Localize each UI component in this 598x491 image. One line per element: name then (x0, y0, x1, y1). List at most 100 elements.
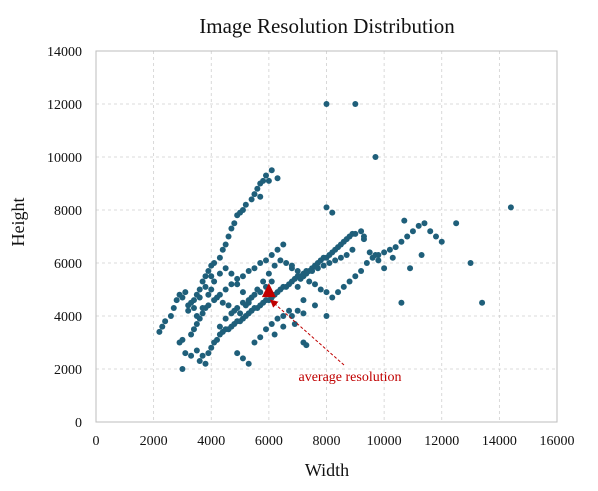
data-point (268, 167, 275, 174)
data-point (300, 310, 307, 317)
data-point (193, 320, 200, 327)
average-marker (261, 283, 276, 298)
data-point (389, 254, 396, 261)
data-point (228, 281, 235, 288)
data-point (274, 246, 281, 253)
data-point (323, 313, 330, 319)
data-point (343, 252, 350, 259)
data-point (211, 297, 218, 304)
data-point (193, 347, 200, 354)
data-point (176, 339, 183, 346)
data-point (260, 278, 267, 285)
data-point (323, 289, 330, 296)
x-tick-label: 0 (93, 434, 100, 449)
data-point (268, 252, 275, 259)
data-point (245, 360, 252, 367)
data-point (265, 270, 272, 277)
data-point (173, 297, 180, 304)
data-point (216, 254, 223, 261)
data-point (303, 342, 310, 349)
x-axis-ticks: 0 2000 4000 6000 8000 10000 12000 14000 16000 (93, 434, 575, 449)
data-point (167, 313, 174, 319)
data-point (219, 246, 226, 253)
data-point (182, 289, 189, 296)
data-point (231, 220, 238, 227)
data-point (156, 328, 163, 335)
data-point (234, 275, 241, 282)
data-point (179, 294, 186, 301)
data-point (467, 260, 474, 266)
data-point (360, 236, 367, 243)
x-tick-label: 6000 (255, 434, 283, 449)
data-point (245, 299, 252, 306)
data-point (303, 270, 310, 277)
data-point (392, 244, 399, 251)
data-point (222, 241, 229, 248)
data-point (311, 281, 318, 288)
data-point (349, 246, 356, 253)
data-point (306, 278, 313, 285)
chart-title: Image Resolution Distribution (199, 14, 455, 38)
data-point (234, 350, 241, 357)
data-point (219, 299, 226, 306)
data-point (262, 326, 269, 333)
data-point (239, 355, 246, 362)
data-point (211, 278, 218, 285)
data-point (251, 265, 258, 272)
data-point (479, 299, 486, 306)
data-point (202, 360, 209, 367)
data-point (228, 270, 235, 277)
data-point (188, 331, 195, 338)
data-point (274, 175, 281, 182)
data-point (317, 286, 324, 293)
data-point (326, 260, 333, 266)
data-point (432, 233, 439, 240)
x-tick-label: 14000 (482, 434, 517, 449)
data-point (352, 273, 359, 280)
data-point (257, 193, 264, 200)
data-point (222, 286, 229, 293)
data-point (407, 265, 414, 272)
data-point (239, 273, 246, 280)
y-tick-label: 6000 (54, 257, 82, 272)
data-point (421, 220, 428, 227)
data-point (381, 249, 388, 256)
data-point (239, 207, 246, 213)
data-point (288, 262, 295, 269)
data-point (311, 302, 318, 309)
data-point (332, 257, 339, 264)
data-point (335, 289, 342, 296)
data-point (237, 310, 244, 317)
data-point (251, 339, 258, 346)
y-tick-label: 4000 (54, 310, 82, 325)
data-point (352, 230, 359, 237)
data-point (199, 305, 206, 312)
data-point (190, 305, 197, 312)
data-point (251, 291, 258, 298)
data-point (202, 283, 209, 290)
data-point (211, 260, 218, 266)
data-point (199, 352, 206, 359)
data-point (386, 246, 393, 253)
data-point (216, 323, 223, 330)
data-point (248, 196, 255, 203)
x-tick-label: 16000 (540, 434, 575, 449)
data-point (265, 177, 272, 184)
data-point (309, 267, 316, 274)
data-point (257, 260, 264, 266)
data-point (294, 307, 301, 314)
data-point (507, 204, 514, 211)
data-point (372, 154, 379, 160)
data-point (358, 228, 365, 235)
data-point (190, 297, 197, 304)
data-point (286, 307, 293, 314)
y-axis-ticks: 0 2000 4000 6000 8000 10000 12000 14000 (47, 45, 82, 431)
data-point (375, 252, 382, 259)
data-point (271, 262, 278, 269)
data-point (409, 228, 416, 235)
data-point (208, 273, 215, 280)
data-point (280, 313, 287, 319)
data-point (222, 265, 229, 272)
data-point (398, 238, 405, 245)
data-point (208, 286, 215, 293)
